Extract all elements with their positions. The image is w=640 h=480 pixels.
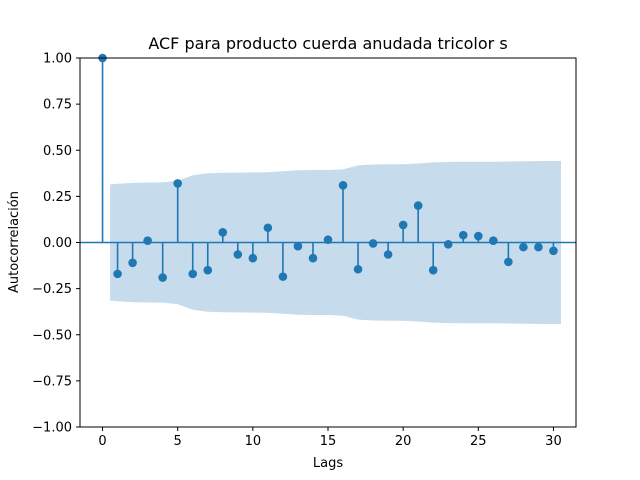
acf-point-lag-6 bbox=[188, 269, 198, 279]
x-tick-label: 25 bbox=[470, 434, 487, 449]
y-tick-label: −0.50 bbox=[32, 328, 72, 343]
acf-point-lag-4 bbox=[158, 273, 167, 282]
acf-point-lag-25 bbox=[474, 231, 483, 241]
x-tick-label: 30 bbox=[545, 434, 562, 449]
y-tick-label: 0.50 bbox=[43, 144, 72, 159]
y-tick-label: −1.00 bbox=[32, 421, 72, 436]
acf-point-lag-30 bbox=[549, 246, 558, 256]
acf-point-lag-26 bbox=[489, 236, 498, 245]
acf-point-lag-18 bbox=[368, 239, 378, 248]
acf-point-lag-11 bbox=[263, 223, 273, 233]
x-tick-label: 10 bbox=[245, 434, 262, 449]
y-axis-label: Autocorrelación bbox=[7, 191, 22, 293]
acf-point-lag-2 bbox=[128, 258, 137, 268]
acf-point-lag-13 bbox=[293, 241, 303, 251]
y-tick-label: −0.25 bbox=[32, 282, 72, 297]
acf-point-lag-27 bbox=[504, 257, 513, 267]
acf-point-lag-10 bbox=[248, 253, 258, 263]
acf-point-lag-1 bbox=[113, 269, 122, 279]
acf-point-lag-3 bbox=[143, 236, 152, 245]
acf-point-lag-9 bbox=[233, 250, 243, 259]
acf-point-lag-21 bbox=[413, 201, 423, 210]
acf-point-lag-19 bbox=[383, 250, 393, 259]
acf-point-lag-24 bbox=[458, 230, 468, 240]
x-tick-label: 15 bbox=[320, 434, 337, 449]
acf-point-lag-14 bbox=[308, 253, 318, 263]
x-tick-label: 5 bbox=[174, 434, 182, 449]
y-tick-label: 0.75 bbox=[43, 98, 72, 113]
y-tick-label: 1.00 bbox=[43, 52, 72, 67]
acf-point-lag-12 bbox=[278, 272, 288, 281]
acf-point-lag-8 bbox=[218, 228, 228, 237]
acf-point-lag-15 bbox=[323, 235, 333, 245]
x-axis-label: Lags bbox=[313, 456, 343, 471]
acf-point-lag-23 bbox=[443, 240, 453, 249]
acf-point-lag-20 bbox=[398, 220, 408, 230]
chart-title: ACF para producto cuerda anudada tricolo… bbox=[148, 34, 507, 53]
stem-layer bbox=[80, 53, 576, 282]
acf-point-lag-7 bbox=[203, 265, 213, 275]
acf-point-lag-22 bbox=[428, 265, 438, 275]
y-tick-label: 0.25 bbox=[43, 190, 72, 205]
acf-point-lag-17 bbox=[353, 264, 363, 274]
y-tick-label: 0.00 bbox=[43, 236, 72, 251]
acf-point-lag-5 bbox=[173, 179, 182, 188]
acf-point-lag-28 bbox=[519, 242, 528, 252]
acf-point-lag-29 bbox=[534, 242, 543, 252]
acf-point-lag-16 bbox=[338, 181, 348, 190]
x-tick-label: 20 bbox=[395, 434, 412, 449]
axes-layer: 0 5 10 15 20 25 30 −1.00 −0.75 −0.50 −0.25 0.00 0.25… bbox=[32, 52, 577, 449]
x-tick-label: 0 bbox=[98, 434, 106, 449]
y-tick-label: −0.75 bbox=[32, 374, 72, 389]
